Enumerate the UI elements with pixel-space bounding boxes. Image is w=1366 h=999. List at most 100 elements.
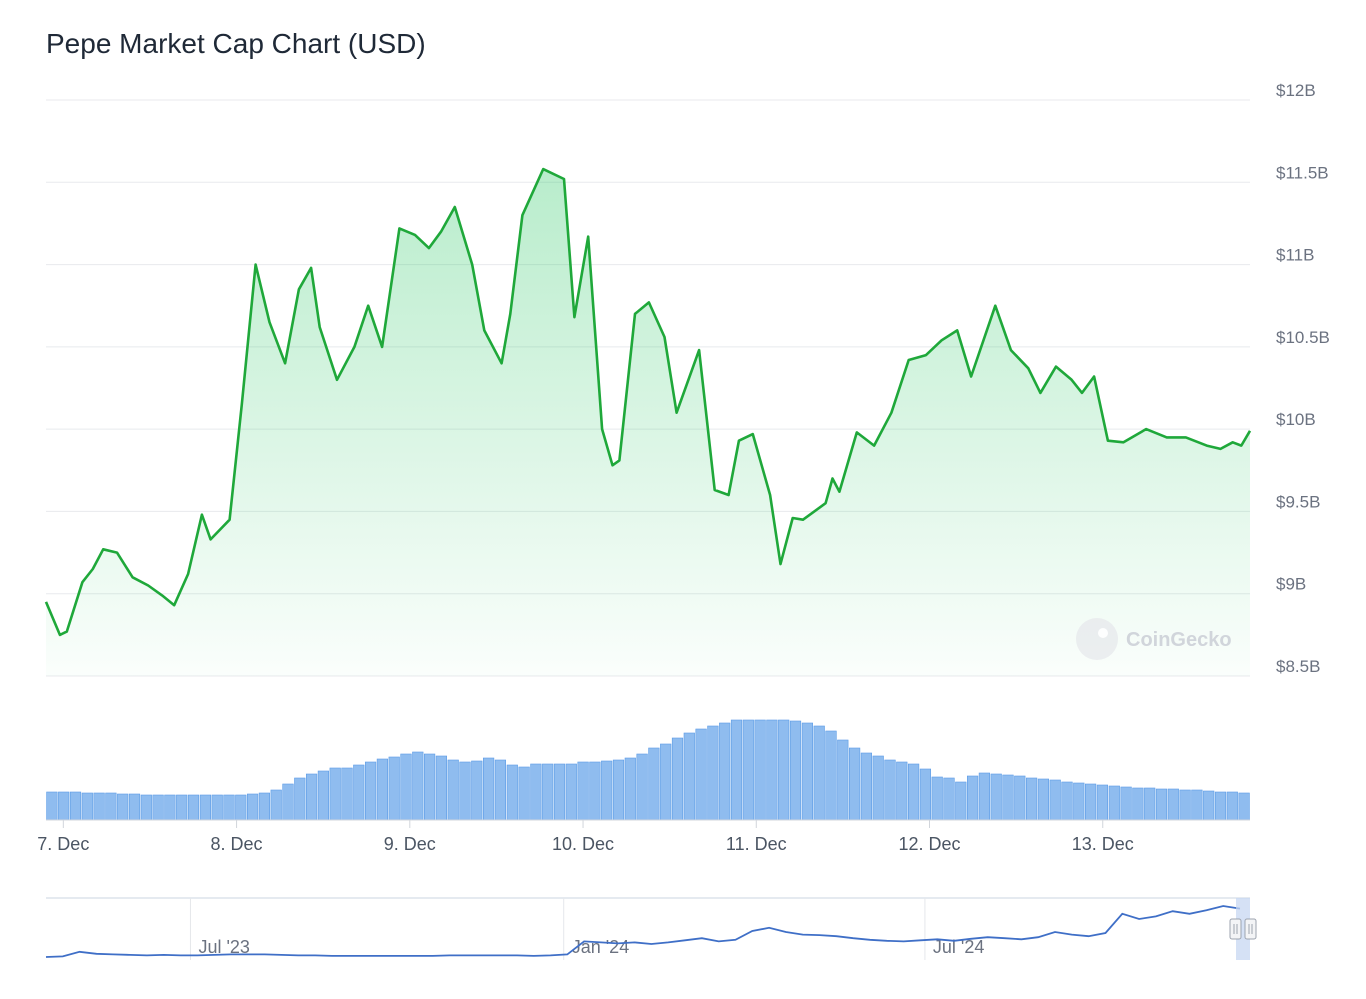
volume-bar: [294, 777, 306, 821]
volume-bar: [825, 730, 837, 821]
x-tick-label: 12. Dec: [898, 834, 960, 854]
navigator-tick-label: Jul '24: [933, 937, 984, 957]
volume-bar: [1144, 787, 1156, 821]
gecko-eye-icon: [1098, 628, 1108, 638]
y-tick-label: $11.5B: [1276, 163, 1329, 182]
volume-bar: [1120, 786, 1132, 821]
volume-bar: [872, 755, 884, 821]
navigator-handle-icon[interactable]: [1244, 918, 1257, 940]
volume-bar: [46, 791, 58, 821]
volume-bar: [187, 794, 200, 821]
volume-bar: [1214, 791, 1227, 821]
volume-bar: [105, 792, 117, 821]
volume-bar: [801, 722, 813, 821]
y-tick-label: $8.5B: [1276, 657, 1320, 676]
volume-bar: [1073, 782, 1085, 821]
volume-bar: [955, 781, 967, 821]
volume-bar: [577, 761, 589, 821]
volume-bar: [81, 792, 93, 821]
volume-bar: [317, 770, 330, 821]
volume-bar: [494, 759, 507, 821]
volume-bar: [1014, 775, 1026, 821]
volume-bar: [766, 719, 778, 821]
volume-bar: [1179, 789, 1191, 821]
volume-bar: [624, 757, 636, 821]
navigator-tick-label: Jul '23: [198, 937, 249, 957]
volume-bar: [553, 763, 566, 821]
volume-bar: [1238, 792, 1250, 821]
volume-bar: [435, 755, 448, 821]
volume-bar: [542, 763, 554, 821]
volume-bar: [919, 768, 931, 821]
volume-bar: [860, 752, 872, 821]
y-tick-label: $10B: [1276, 410, 1316, 429]
y-axis: $8.5B $9B $9.5B $10B $10.5B $11B $11.5B $12B: [1276, 81, 1330, 676]
volume-bar: [907, 763, 920, 821]
volume-bar: [1108, 785, 1120, 821]
navigator[interactable]: Jul '23 Jan '24 Jul '24: [45, 897, 1257, 960]
volume-bar: [247, 793, 259, 821]
volume-bar: [117, 793, 129, 821]
volume-bar: [848, 747, 861, 821]
volume-bar: [730, 719, 743, 821]
volume-bar: [742, 719, 754, 821]
volume-bar: [93, 792, 105, 821]
volume-bar: [1026, 777, 1038, 821]
volume-bar: [896, 761, 908, 821]
x-tick-label: 10. Dec: [552, 834, 614, 854]
volume-bar: [589, 761, 601, 821]
volume-bar: [990, 773, 1002, 821]
coingecko-watermark: CoinGecko: [1076, 618, 1232, 660]
volume-bar: [459, 761, 471, 821]
volume-bar: [482, 757, 495, 821]
x-tick-label: 9. Dec: [384, 834, 436, 854]
x-tick-label: 11. Dec: [726, 834, 787, 854]
volume-bar: [69, 791, 82, 821]
volume-bar: [258, 792, 271, 821]
y-tick-label: $10.5B: [1276, 328, 1330, 347]
y-tick-label: $11B: [1276, 246, 1314, 265]
volume-bar: [931, 776, 943, 821]
volume-bar: [270, 789, 282, 821]
volume-bar: [329, 767, 341, 821]
volume-bar: [128, 793, 141, 821]
volume-bar: [636, 753, 648, 821]
volume-bar: [813, 725, 825, 821]
volume-bar: [164, 794, 176, 821]
volume-bar: [660, 743, 672, 821]
volume-bar: [648, 747, 660, 821]
volume-bar: [978, 772, 990, 821]
volume-bar: [412, 751, 424, 821]
navigator-handle-icon[interactable]: [1229, 918, 1242, 940]
x-tick-label: 13. Dec: [1072, 834, 1134, 854]
volume-bar: [1167, 788, 1179, 821]
watermark-text: CoinGecko: [1126, 629, 1232, 651]
volume-bar: [1155, 788, 1168, 821]
volume-bar: [707, 725, 719, 821]
y-tick-label: $9.5B: [1276, 492, 1320, 511]
volume-bar: [612, 759, 625, 821]
volume-bar: [1002, 774, 1014, 821]
navigator-line: [45, 905, 1241, 958]
volume-bar: [305, 773, 318, 821]
volume-bar: [235, 794, 247, 821]
volume-bar: [364, 761, 377, 821]
navigator-selection[interactable]: [1236, 898, 1250, 960]
market-cap-area: [46, 169, 1250, 676]
volume-bar: [966, 775, 979, 821]
volume-bar: [140, 794, 152, 821]
volume-bar: [1085, 783, 1097, 821]
market-cap-line: [44, 167, 1252, 637]
volume-bar: [400, 753, 412, 821]
volume-bar: [223, 794, 235, 821]
x-tick-label: 7. Dec: [37, 834, 89, 854]
volume-bars: [46, 719, 1250, 821]
volume-bar: [601, 760, 613, 821]
volume-bar: [282, 783, 294, 821]
volume-bar: [199, 794, 212, 821]
volume-bar: [341, 767, 353, 821]
volume-bar: [719, 722, 731, 821]
volume-bar: [506, 764, 518, 821]
volume-bar: [754, 719, 766, 821]
